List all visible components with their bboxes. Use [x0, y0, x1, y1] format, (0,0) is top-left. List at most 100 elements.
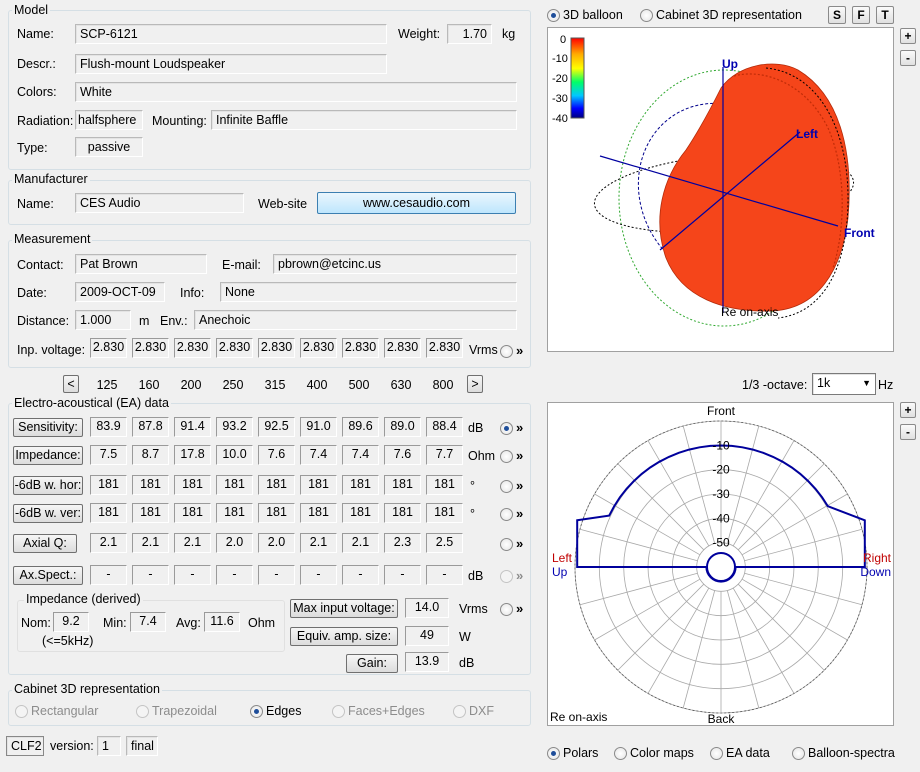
axial-q-chevron-icon[interactable]: » [516, 536, 524, 551]
date-field[interactable]: 2009-OCT-09 [75, 282, 165, 302]
polar-view[interactable]: Front Back Left Up Right Down -10 -20 -30 -40 -50 R… [547, 402, 894, 726]
impedance-cell: 7.4 [300, 445, 337, 465]
sensitivity-radio[interactable] [500, 422, 513, 435]
inp-voltage-cell[interactable]: 2.830 [90, 338, 127, 358]
polar-back-label: Back [708, 712, 736, 726]
impedance-cell: 8.7 [132, 445, 169, 465]
inp-voltage-cell[interactable]: 2.830 [216, 338, 253, 358]
chevron-down-icon[interactable]: ▼ [862, 378, 871, 388]
weight-field[interactable]: 1.70 [447, 24, 492, 44]
cabinet-option-radio[interactable] [453, 705, 466, 718]
view-3d-balloon-label[interactable]: 3D balloon [563, 8, 623, 22]
info-field[interactable]: None [220, 282, 517, 302]
cabinet-option-label[interactable]: Trapezoidal [152, 704, 217, 718]
max-input-chevron-icon[interactable]: » [516, 601, 524, 616]
cabinet-option-radio[interactable] [136, 705, 149, 718]
freq-next-button[interactable]: > [467, 375, 483, 393]
env-field[interactable]: Anechoic [194, 310, 517, 330]
axial-spectrum-radio[interactable] [500, 570, 513, 583]
inp-voltage-cell[interactable]: 2.830 [300, 338, 337, 358]
hor-width-chevron-icon[interactable]: » [516, 478, 524, 493]
sensitivity-button[interactable]: Sensitivity: [13, 418, 83, 437]
inp-voltage-cell[interactable]: 2.830 [258, 338, 295, 358]
max-input-radio[interactable] [500, 603, 513, 616]
hor-width-button[interactable]: -6dB w. hor: [13, 476, 83, 495]
hor-width-radio[interactable] [500, 480, 513, 493]
bottom-tab-radio[interactable] [547, 747, 560, 760]
type-field[interactable]: passive [75, 137, 143, 157]
bottom-tab-label[interactable]: EA data [726, 746, 770, 760]
bottom-tab-label[interactable]: Balloon-spectra [808, 746, 895, 760]
bottom-tab-label[interactable]: Polars [563, 746, 599, 760]
axial-q-cell: 2.0 [258, 533, 295, 553]
polar-grid-spoke [682, 590, 716, 709]
bottom-tab-radio[interactable] [614, 747, 627, 760]
view-t-button[interactable]: T [876, 6, 894, 24]
view-cabinet-label[interactable]: Cabinet 3D representation [656, 8, 802, 22]
cabinet-option-label[interactable]: DXF [469, 704, 494, 718]
email-field[interactable]: pbrown@etcinc.us [273, 254, 517, 274]
scale-30: -30 [552, 93, 568, 105]
model-name-field[interactable]: SCP-6121 [75, 24, 387, 44]
view-s-button[interactable]: S [828, 6, 846, 24]
balloon-3d-view[interactable]: 0 -10 -20 -30 -40 Up Left Front Re on-ax… [547, 27, 894, 352]
ver-width-chevron-icon[interactable]: » [516, 506, 524, 521]
inp-voltage-cell[interactable]: 2.830 [426, 338, 463, 358]
view-f-button[interactable]: F [852, 6, 870, 24]
inp-voltage-cell[interactable]: 2.830 [342, 338, 379, 358]
colors-field[interactable]: White [75, 82, 517, 102]
top-zoom-in-button[interactable]: + [900, 28, 916, 44]
website-button[interactable]: www.cesaudio.com [317, 192, 516, 214]
octave-select[interactable]: 1k ▼ [812, 373, 876, 395]
top-zoom-out-button[interactable]: - [900, 50, 916, 66]
view-cabinet-radio[interactable] [640, 9, 653, 22]
cabinet-option-radio[interactable] [332, 705, 345, 718]
sensitivity-cell: 89.0 [384, 417, 421, 437]
inp-voltage-cell[interactable]: 2.830 [132, 338, 169, 358]
equiv-amp-button[interactable]: Equiv. amp. size: [290, 627, 398, 646]
bottom-tab-label[interactable]: Color maps [630, 746, 694, 760]
impedance-button[interactable]: Impedance: [13, 446, 83, 465]
sensitivity-cell: 91.0 [300, 417, 337, 437]
polar-zoom-in-button[interactable]: + [900, 402, 916, 418]
cabinet-option-radio[interactable] [250, 705, 263, 718]
inp-voltage-radio[interactable] [500, 345, 513, 358]
mounting-field[interactable]: Infinite Baffle [211, 110, 517, 130]
axial-spectrum-button[interactable]: Ax.Spect.: [13, 566, 83, 585]
balloon-caption: Re on-axis [721, 305, 778, 319]
gain-button[interactable]: Gain: [346, 654, 398, 673]
max-input-voltage-button[interactable]: Max input voltage: [290, 599, 398, 618]
inp-voltage-chevron-icon[interactable]: » [516, 343, 524, 358]
axial-spectrum-cell: - [216, 565, 253, 585]
cabinet-option-label[interactable]: Faces+Edges [348, 704, 425, 718]
impedance-cell: 10.0 [216, 445, 253, 465]
bottom-tab-radio[interactable] [710, 747, 723, 760]
axial-q-button[interactable]: Axial Q: [13, 534, 77, 553]
bottom-tab-radio[interactable] [792, 747, 805, 760]
sensitivity-chevron-icon[interactable]: » [516, 420, 524, 435]
radiation-field[interactable]: halfsphere [75, 110, 143, 130]
polar-zoom-out-button[interactable]: - [900, 424, 916, 440]
cabinet-option-radio[interactable] [15, 705, 28, 718]
inp-voltage-cell[interactable]: 2.830 [384, 338, 421, 358]
impedance-cell: 7.4 [342, 445, 379, 465]
descr-field[interactable]: Flush-mount Loudspeaker [75, 54, 387, 74]
cabinet-option-label[interactable]: Rectangular [31, 704, 99, 718]
ver-width-button[interactable]: -6dB w. ver: [13, 504, 83, 523]
ver-width-radio[interactable] [500, 508, 513, 521]
inp-voltage-cell[interactable]: 2.830 [174, 338, 211, 358]
contact-field[interactable]: Pat Brown [75, 254, 207, 274]
axial-spectrum-chevron-icon[interactable]: » [516, 568, 524, 583]
manufacturer-name-field[interactable]: CES Audio [75, 193, 244, 213]
view-3d-balloon-radio[interactable] [547, 9, 560, 22]
impedance-radio[interactable] [500, 450, 513, 463]
distance-field[interactable]: 1.000 [75, 310, 131, 330]
axial-q-radio[interactable] [500, 538, 513, 551]
freq-prev-button[interactable]: < [63, 375, 79, 393]
scale-0: 0 [560, 34, 566, 46]
sensitivity-cell: 88.4 [426, 417, 463, 437]
axial-spectrum-unit: dB [468, 569, 484, 583]
impedance-chevron-icon[interactable]: » [516, 448, 524, 463]
nom-note: (<=5kHz) [42, 634, 94, 648]
cabinet-option-label[interactable]: Edges [266, 704, 302, 718]
